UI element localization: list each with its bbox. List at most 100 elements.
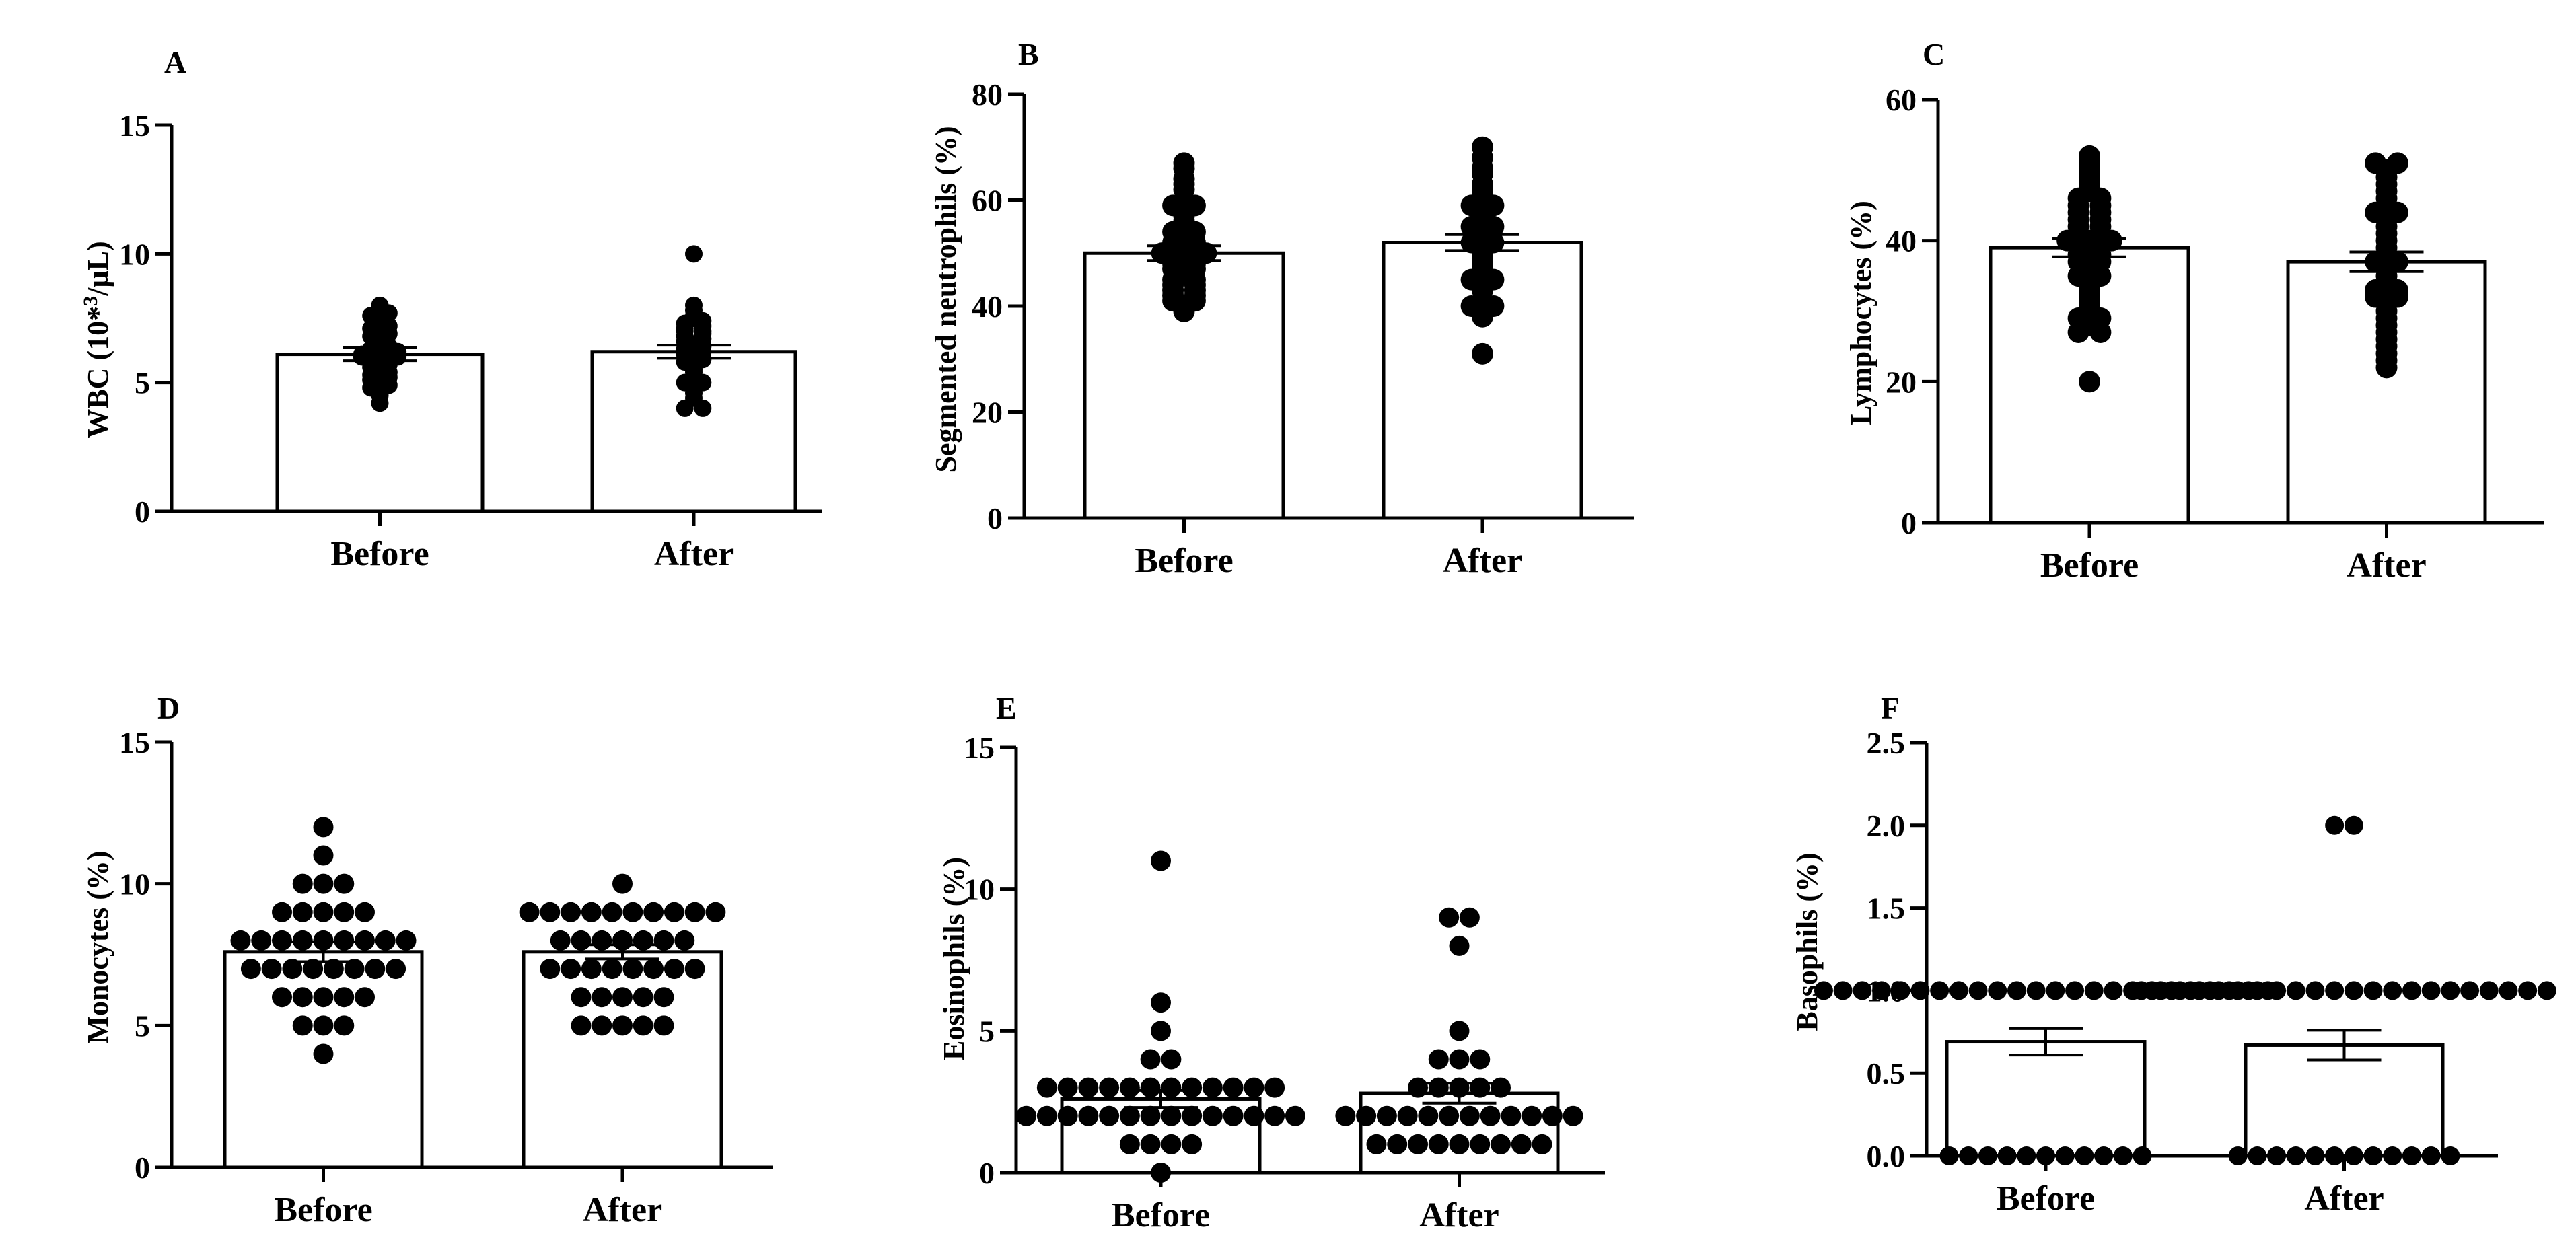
- panel-f-y-axis-title: Basophils (%): [1791, 852, 1824, 1031]
- panel-d-point-after: [571, 987, 592, 1008]
- panel-f-point-after: [2170, 981, 2190, 1000]
- panel-c-point-before: [2079, 371, 2100, 393]
- panel-e-point-after: [1335, 1105, 1356, 1126]
- panel-e-point-after: [1449, 1021, 1470, 1041]
- panel-e-point-before: [1151, 850, 1171, 871]
- panel-c-x-label-before: Before: [2040, 546, 2139, 585]
- panel-a-y-tick-label: 10: [119, 237, 150, 271]
- panel-f-y-tick-label: 0.5: [1867, 1056, 1906, 1091]
- panel-c-y-tick-label: 0: [1901, 506, 1917, 540]
- panel-d-y-tick-label: 15: [119, 725, 150, 760]
- panel-d-point-after: [519, 902, 540, 922]
- panel-e-point-before: [1036, 1105, 1057, 1126]
- panel-c-letter: C: [1923, 37, 1945, 71]
- panel-e-letter: E: [996, 691, 1017, 725]
- panel-d-point-before: [313, 930, 334, 951]
- panel-d-point-before: [355, 930, 375, 951]
- panel-f-y-tick-label: 0.0: [1867, 1139, 1906, 1173]
- panel-e-point-after: [1459, 1105, 1480, 1126]
- panel-e-point-after: [1449, 1049, 1470, 1070]
- panel-a-letter: A: [164, 45, 186, 79]
- panel-d-point-before: [292, 902, 313, 922]
- panel-e-point-before: [1057, 1077, 1078, 1098]
- panel-e-point-after: [1439, 907, 1460, 928]
- panel-b-bar-before: [1083, 251, 1285, 520]
- panel-d-point-after: [581, 902, 602, 922]
- panel-d-point-after: [622, 902, 643, 922]
- panel-f-letter: F: [1881, 691, 1900, 725]
- panel-e-point-after: [1387, 1134, 1408, 1154]
- panel-e-point-before: [1140, 1105, 1161, 1126]
- panel-b-point-after: [1472, 136, 1493, 158]
- panel-d-point-after: [612, 987, 633, 1008]
- panel-d-point-before: [334, 902, 355, 922]
- panel-e-point-after: [1449, 1134, 1470, 1154]
- panel-f-point-before: [1988, 981, 2007, 1000]
- panel-d-point-after: [592, 930, 612, 951]
- panel-d-point-after: [633, 987, 653, 1008]
- panel-e-point-before: [1161, 1049, 1182, 1070]
- panel-d-point-before: [313, 902, 334, 922]
- panel-d-point-before: [334, 930, 355, 951]
- panel-a-x-label-before: Before: [330, 535, 429, 573]
- panel-f-point-after: [2190, 981, 2209, 1000]
- panel-d-point-after: [643, 902, 664, 922]
- panel-e-point-before: [1161, 1134, 1182, 1154]
- panel-d-point-after: [581, 959, 602, 980]
- panel-e-point-after: [1470, 1134, 1491, 1154]
- panel-b-point-after: [1472, 342, 1493, 365]
- panel-e-point-before: [1016, 1105, 1037, 1126]
- panel-f-point-after: [2363, 981, 2383, 1000]
- panel-f-point-after: [2421, 981, 2441, 1000]
- panel-d-y-tick-label: 0: [135, 1150, 150, 1185]
- panel-d-point-before: [396, 930, 417, 951]
- panel-e-point-after: [1532, 1134, 1552, 1154]
- panel-d-point-before: [240, 959, 261, 980]
- panel-f-point-before: [1968, 981, 1988, 1000]
- panel-e-point-after: [1356, 1105, 1377, 1126]
- panel-e-point-before: [1057, 1105, 1078, 1126]
- panel-f-point-after: [2518, 981, 2538, 1000]
- panel-a: A WBC (10*3/µL) 0 5 10 15 Before After: [79, 45, 822, 573]
- panel-e-point-before: [1119, 1077, 1140, 1098]
- panel-d-point-after: [561, 902, 581, 922]
- panel-d-point-after: [664, 902, 684, 922]
- panel-e-point-before: [1140, 1134, 1161, 1154]
- panel-d-point-before: [292, 1015, 313, 1036]
- panel-e-point-after: [1522, 1105, 1542, 1126]
- panel-d-x-label-after: After: [583, 1191, 662, 1229]
- panel-f: F Basophils (%) 0.0 0.5 1.0 1.5 2.0 2.5 Before…: [1791, 691, 2556, 1218]
- panel-b-y-tick-label: 80: [972, 77, 1003, 112]
- panel-e-point-before: [1140, 1077, 1161, 1098]
- panel-f-point-before: [1872, 981, 1892, 1000]
- panel-c-y-tick-label: 40: [1886, 224, 1917, 258]
- panel-d-point-before: [230, 930, 251, 951]
- panel-e: E Eosinophils (%) 0 5 10 15 Before After: [937, 691, 1605, 1235]
- panel-c-y-tick-label: 20: [1886, 365, 1917, 399]
- panel-e-point-before: [1182, 1105, 1203, 1126]
- panel-d-point-after: [622, 959, 643, 980]
- panel-d-point-after: [664, 959, 684, 980]
- panel-f-point-after: [2228, 981, 2248, 1000]
- panel-e-point-after: [1366, 1134, 1387, 1154]
- panel-d-point-before: [355, 987, 375, 1008]
- panel-a-point-after: [685, 296, 703, 314]
- panel-b-y-tick-label: 40: [972, 289, 1003, 324]
- panel-d-point-after: [561, 959, 581, 980]
- panel-a-y-tick-label: 0: [135, 494, 150, 529]
- panel-e-y-tick-label: 10: [964, 873, 995, 907]
- panel-d-letter: D: [157, 691, 180, 725]
- panel-b-y-tick-label: 20: [972, 396, 1003, 430]
- panel-e-point-after: [1408, 1134, 1428, 1154]
- panel-d-point-after: [643, 959, 664, 980]
- panel-d-point-before: [282, 959, 303, 980]
- panel-e-point-before: [1099, 1105, 1120, 1126]
- panel-f-point-after: [2248, 981, 2267, 1000]
- panel-d-point-before: [313, 845, 334, 866]
- panel-e-y-axis-title: Eosinophils (%): [937, 857, 970, 1060]
- panel-e-point-before: [1182, 1134, 1203, 1154]
- panel-b-x-label-after: After: [1443, 542, 1522, 580]
- panel-d-point-before: [292, 987, 313, 1008]
- panel-f-point-before: [1814, 981, 1833, 1000]
